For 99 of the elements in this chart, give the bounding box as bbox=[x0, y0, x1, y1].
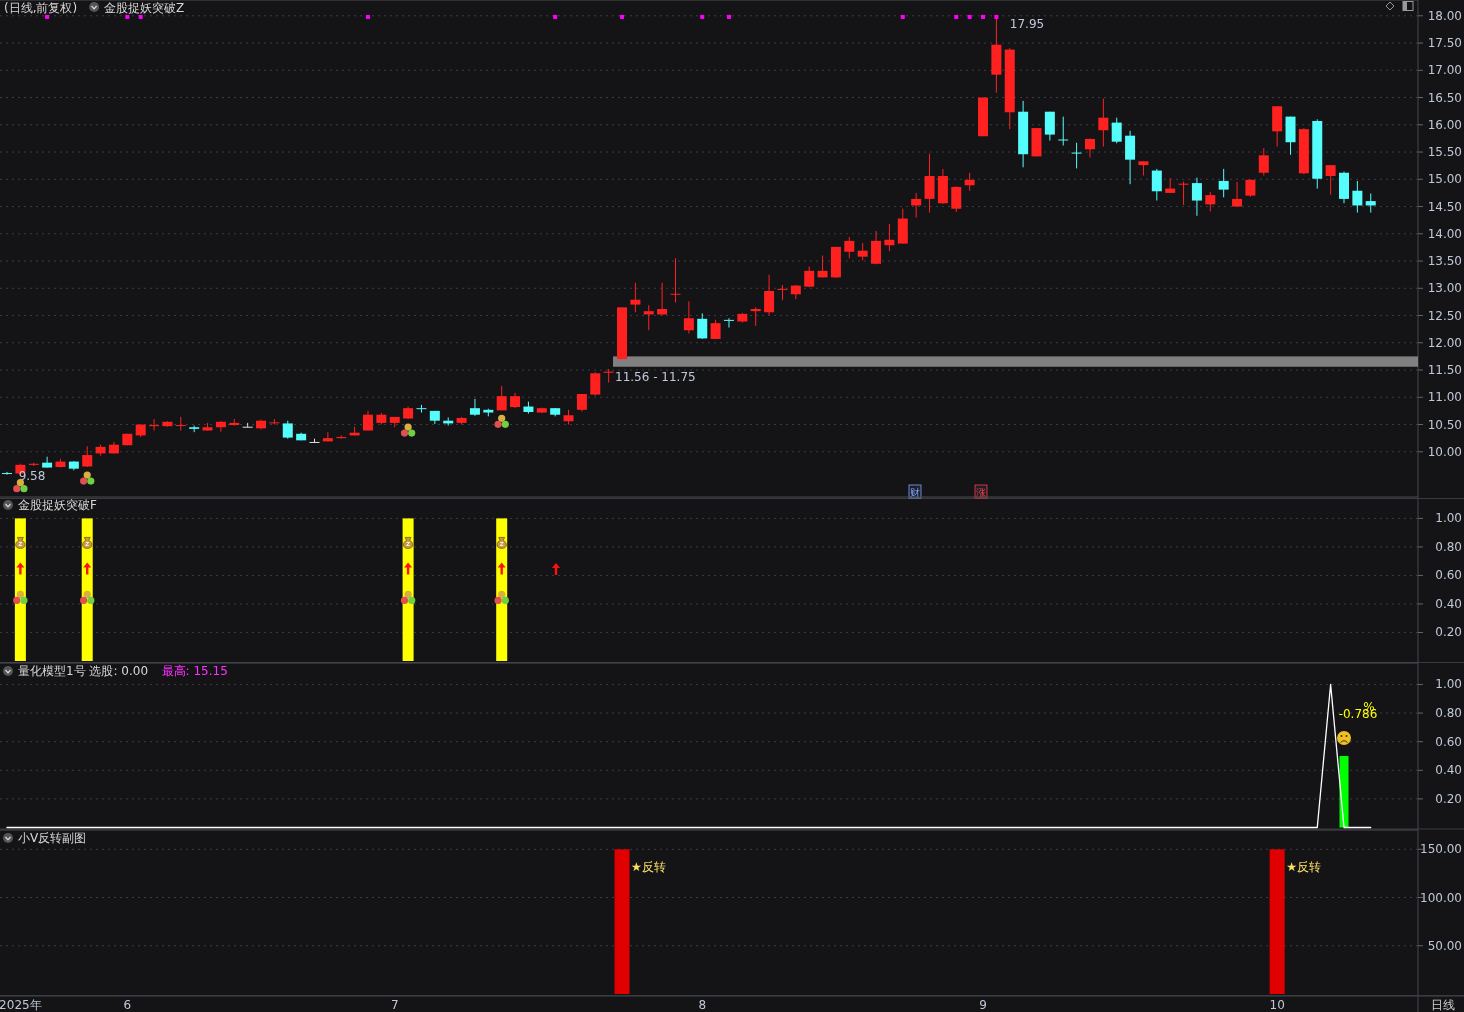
y-tick-label: 0.20 bbox=[1435, 625, 1462, 640]
candlestick bbox=[1178, 180, 1189, 206]
candlestick bbox=[750, 306, 761, 327]
candlestick bbox=[82, 445, 93, 468]
y-tick-label: 100.00 bbox=[1420, 890, 1462, 905]
candlestick bbox=[42, 456, 53, 469]
candlestick bbox=[643, 304, 654, 331]
y-tick-label: 15.00 bbox=[1427, 172, 1462, 187]
candlestick bbox=[1151, 168, 1162, 202]
candlestick bbox=[336, 434, 347, 440]
chart-subtitle: 最高: 15.15 bbox=[161, 664, 228, 678]
candlestick bbox=[322, 431, 333, 442]
y-tick-label: 150.00 bbox=[1420, 842, 1462, 857]
y-tick-label: 0.40 bbox=[1435, 763, 1462, 778]
candlestick bbox=[844, 236, 855, 259]
x-tick-label: 7 bbox=[390, 998, 399, 1012]
x-tick-label: 10 bbox=[1269, 998, 1285, 1012]
y-tick-label: 14.50 bbox=[1427, 199, 1462, 214]
candlestick bbox=[911, 192, 922, 218]
candlestick bbox=[215, 420, 226, 433]
y-tick-label: 50.00 bbox=[1427, 938, 1462, 953]
y-tick-label: 12.50 bbox=[1427, 308, 1462, 323]
x-tick-label: 8 bbox=[698, 998, 707, 1012]
candlestick bbox=[1071, 142, 1082, 169]
y-tick-label: 17.00 bbox=[1427, 63, 1462, 78]
candlestick bbox=[1044, 111, 1055, 142]
candlestick bbox=[1125, 130, 1136, 185]
candlestick bbox=[469, 398, 480, 417]
candlestick bbox=[683, 300, 694, 335]
y-tick-label: 0.80 bbox=[1435, 539, 1462, 554]
candlestick bbox=[951, 185, 962, 213]
candlestick bbox=[1218, 168, 1229, 198]
candlestick bbox=[723, 317, 734, 329]
annotation: ★反转 bbox=[631, 860, 666, 875]
candlestick bbox=[1258, 147, 1269, 176]
y-tick-label: 14.00 bbox=[1427, 226, 1462, 241]
y-tick-label: 1.00 bbox=[1435, 677, 1462, 692]
candlestick bbox=[924, 153, 935, 214]
y-tick-label: 11.00 bbox=[1427, 390, 1462, 405]
y-tick-label: 0.80 bbox=[1435, 706, 1462, 721]
candlestick bbox=[149, 418, 160, 432]
y-tick-label: 15.50 bbox=[1427, 145, 1462, 160]
y-tick-label: 0.20 bbox=[1435, 791, 1462, 806]
candlestick bbox=[1232, 181, 1243, 208]
candlestick bbox=[1098, 98, 1109, 148]
candlestick bbox=[362, 410, 373, 432]
chart-title: 小V反转副图 bbox=[18, 831, 87, 845]
candlestick bbox=[1191, 177, 1202, 217]
text: 日线 bbox=[1431, 998, 1455, 1012]
y-tick-label: 12.00 bbox=[1427, 335, 1462, 350]
candlestick bbox=[871, 230, 882, 265]
candlestick bbox=[1111, 117, 1122, 144]
band-label: 11.56 - 11.75 bbox=[615, 369, 696, 384]
y-tick-label: 18.00 bbox=[1427, 8, 1462, 23]
candlestick bbox=[1058, 116, 1069, 146]
y-tick-label: 1.00 bbox=[1435, 511, 1462, 526]
candlestick bbox=[710, 319, 721, 340]
candlestick bbox=[175, 416, 186, 432]
y-tick-label: 16.00 bbox=[1427, 117, 1462, 132]
y-tick-label: 10.00 bbox=[1427, 444, 1462, 459]
candlestick bbox=[590, 371, 601, 397]
candlestick bbox=[697, 312, 708, 340]
y-tick-label: 17.50 bbox=[1427, 36, 1462, 51]
y-tick-label: 0.60 bbox=[1435, 568, 1462, 583]
candlestick bbox=[2, 471, 12, 476]
y-tick-label: 10.50 bbox=[1427, 417, 1462, 432]
annotation: 涨 bbox=[976, 487, 986, 498]
annotation: 17.95 bbox=[1009, 17, 1045, 31]
y-tick-label: 0.40 bbox=[1435, 596, 1462, 611]
candlestick bbox=[630, 282, 641, 313]
x-tick-label: 2025年 bbox=[0, 998, 42, 1012]
candlestick bbox=[1352, 180, 1363, 214]
candlestick bbox=[1205, 191, 1216, 212]
annotation: ★反转 bbox=[1286, 860, 1321, 875]
candlestick bbox=[1365, 192, 1376, 214]
y-tick-label: 0.60 bbox=[1435, 734, 1462, 749]
chart-title: 量化模型1号 选股: 0.00 bbox=[18, 664, 149, 678]
y-tick-label: 11.50 bbox=[1427, 363, 1462, 378]
candlestick bbox=[764, 274, 775, 316]
candlestick bbox=[269, 418, 280, 426]
chart-title: 金股捉妖突破F bbox=[18, 498, 97, 512]
x-tick-label: 6 bbox=[123, 998, 132, 1012]
candlestick bbox=[496, 385, 507, 411]
candlestick bbox=[1084, 137, 1095, 158]
annotation: 9.58 bbox=[18, 469, 46, 483]
candlestick bbox=[777, 284, 788, 301]
chart-subtitle: 金股捉妖突破Z bbox=[104, 1, 185, 15]
candlestick bbox=[884, 223, 895, 252]
y-tick-label: 13.00 bbox=[1427, 281, 1462, 296]
candlestick bbox=[603, 368, 614, 384]
y-tick-label: 13.50 bbox=[1427, 254, 1462, 269]
y-tick-label: 16.50 bbox=[1427, 90, 1462, 105]
candlestick bbox=[242, 422, 253, 428]
candlestick bbox=[1325, 164, 1336, 196]
candlestick bbox=[670, 257, 681, 303]
annotation: 财 bbox=[910, 487, 920, 498]
x-tick-label: 9 bbox=[979, 998, 987, 1012]
candlestick bbox=[657, 282, 668, 317]
chart-title: (日线,前复权) bbox=[4, 1, 78, 15]
